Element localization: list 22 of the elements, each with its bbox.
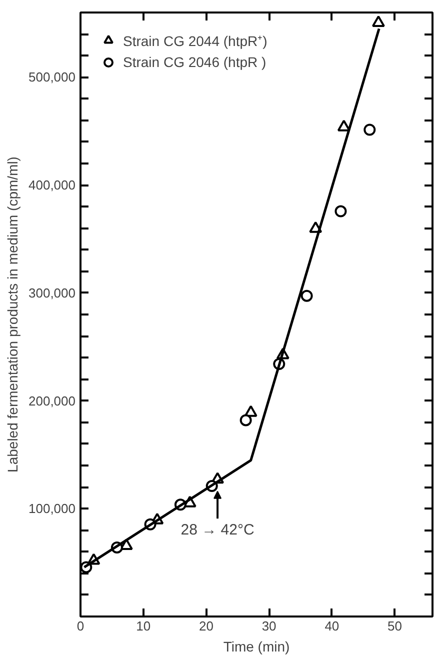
legend-label: Strain CG 2044 (htpR⁺) [123, 32, 268, 50]
annotation: 28 → 42°C [180, 522, 254, 539]
x-tick-label: 30 [262, 618, 276, 634]
point [300, 290, 313, 302]
point [372, 16, 385, 28]
point [364, 124, 376, 136]
x-axis-title: Time (min) [223, 638, 290, 654]
x-tick-label: 10 [136, 618, 151, 634]
x-tick-label: 40 [324, 618, 340, 634]
x-tick-label: 0 [76, 618, 84, 634]
y-tick-label: 300,000 [28, 285, 76, 300]
x-tick-label: 50 [388, 618, 402, 634]
y-tick-label: 200,000 [28, 393, 76, 408]
legend-label: Strain CG 2046 (htpR ) [123, 54, 266, 70]
point [240, 414, 252, 426]
y-tick-label: 400,000 [28, 178, 76, 193]
y-tick-label: 100,000 [28, 501, 76, 516]
y-axis-title: Labeled fermentation products in medium (cpm/ml) [4, 156, 21, 472]
y-tick-label: 500,000 [28, 70, 76, 85]
x-tick-label: 20 [198, 618, 214, 634]
point [337, 120, 350, 132]
point [334, 205, 347, 218]
